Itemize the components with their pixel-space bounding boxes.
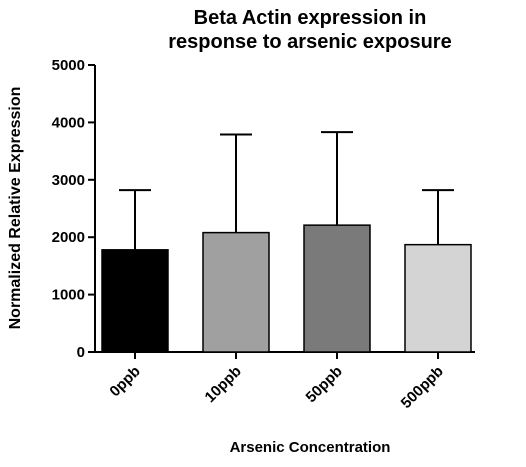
x-tick-label: 500ppb: [398, 363, 447, 412]
y-tick-label: 3000: [52, 172, 85, 189]
bar: [404, 243, 472, 353]
y-axis-label: Normalized Relative Expression: [7, 87, 24, 330]
bar: [303, 224, 371, 353]
y-tick-label: 0: [77, 344, 85, 361]
chart-title: Beta Actin expression in response to ars…: [168, 7, 452, 53]
x-tick-label: 50ppb: [303, 363, 346, 406]
y-tick-label: 1000: [52, 287, 85, 304]
y-tick-label: 2000: [52, 229, 85, 246]
x-tick-label: 10ppb: [202, 363, 245, 406]
bar: [101, 249, 169, 353]
y-tick-label: 4000: [52, 114, 85, 131]
x-tick-label: 0ppb: [106, 363, 143, 400]
x-axis-label: Arsenic Concentration: [230, 439, 391, 456]
y-tick-label: 5000: [52, 57, 85, 74]
bar: [202, 231, 270, 353]
